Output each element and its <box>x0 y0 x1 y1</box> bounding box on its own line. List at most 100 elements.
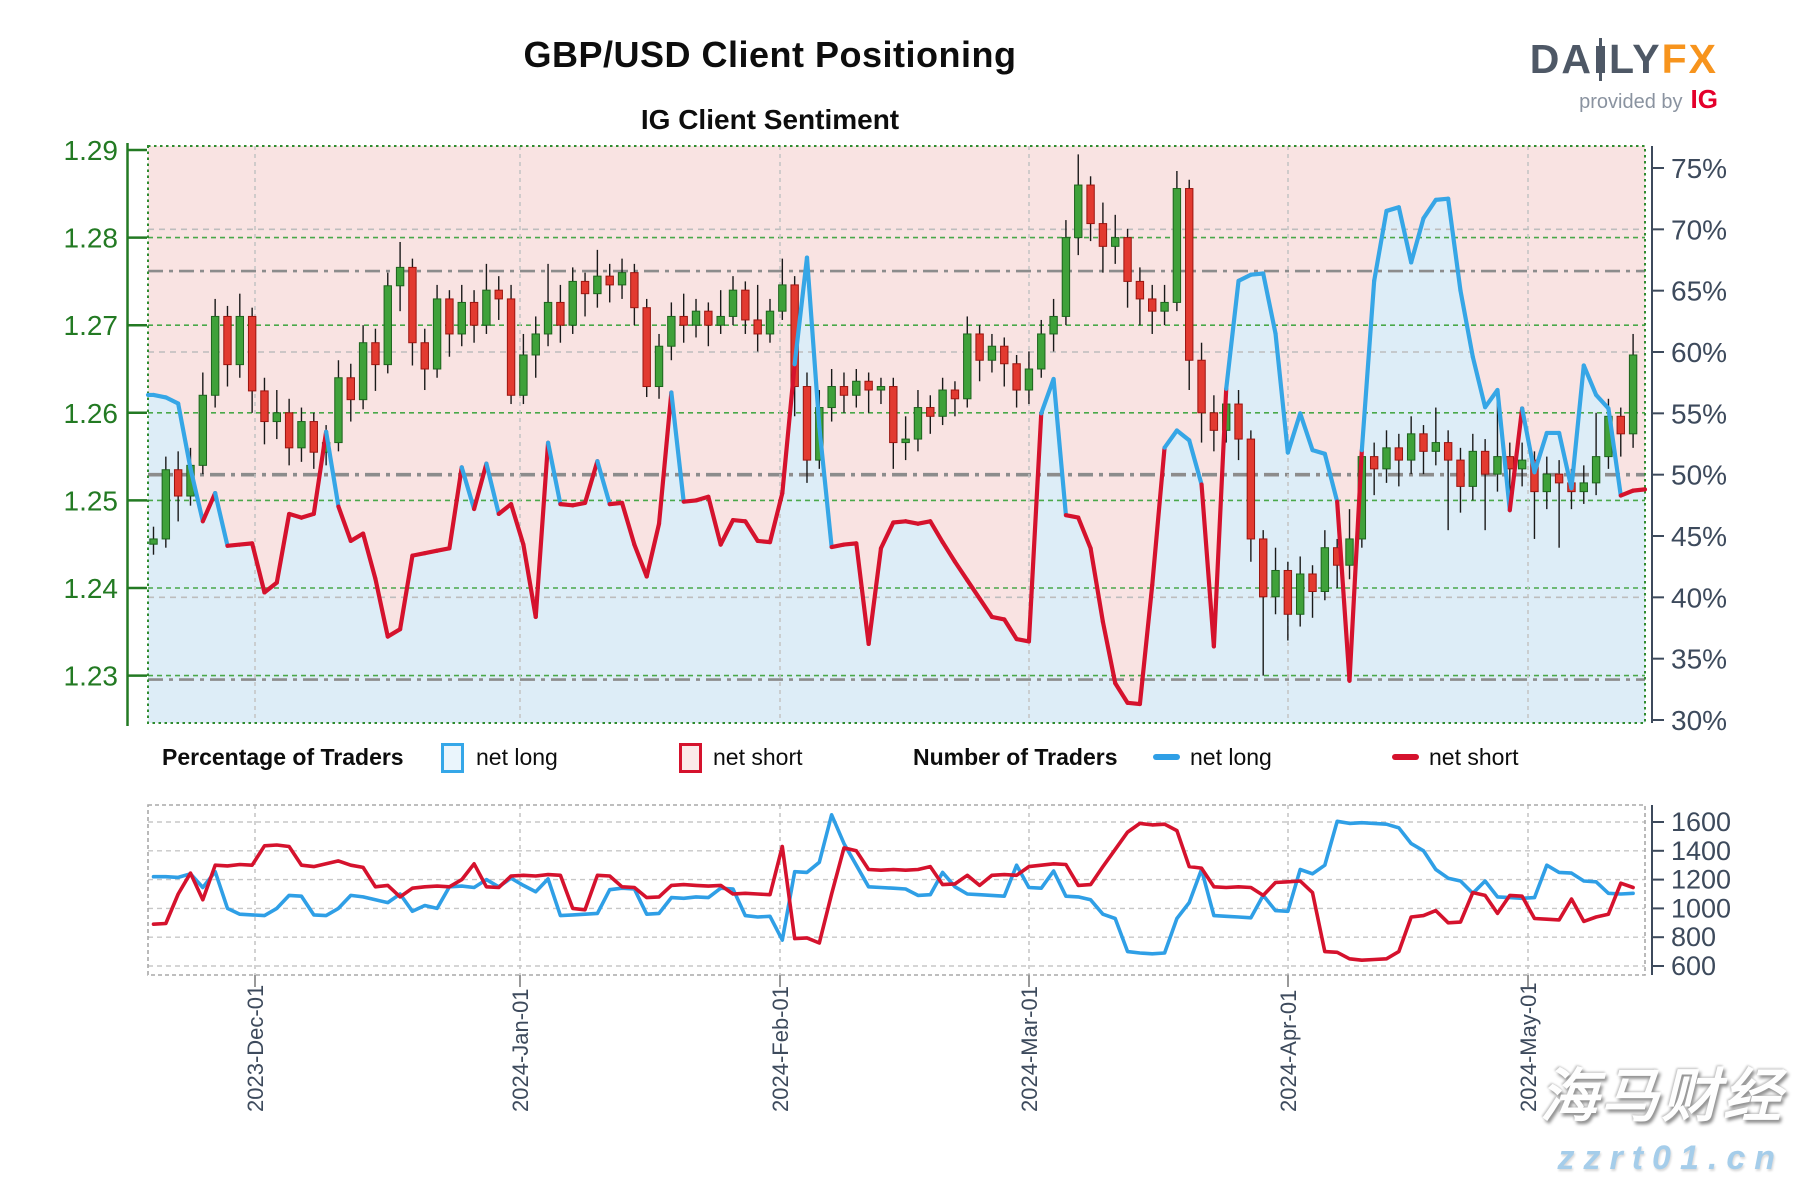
sentiment-segment <box>952 559 970 583</box>
candle-body <box>654 345 664 388</box>
candle-body <box>864 380 873 391</box>
candle-body <box>593 275 602 295</box>
sentiment-segment <box>1532 430 1549 475</box>
sentiment-segment <box>1569 363 1586 491</box>
candle-body <box>1308 573 1317 593</box>
candle-body <box>802 386 812 461</box>
sentiment-segment <box>1384 205 1401 214</box>
sentiment-segment <box>1458 288 1475 360</box>
traders-axis-label: 1400 <box>1671 836 1731 866</box>
candle-body <box>926 407 935 417</box>
sentiment-segment <box>1076 515 1093 551</box>
candle-body <box>1468 450 1478 487</box>
date-label: 2024-May-01 <box>1516 982 1541 1112</box>
candle-body <box>901 438 910 444</box>
candle-body <box>1493 456 1502 475</box>
candle-body <box>1037 333 1046 370</box>
candle-body <box>1209 412 1219 431</box>
legend-net-short-count-label: net short <box>1429 744 1519 770</box>
sentiment-segment <box>854 541 871 647</box>
price-axis-label: 1.23 <box>64 661 119 692</box>
sentiment-segment <box>1618 488 1636 498</box>
candle-body <box>432 298 442 370</box>
sentiment-segment <box>1606 406 1623 498</box>
sentiment-segment <box>373 576 390 639</box>
sentiment-segment <box>743 519 760 544</box>
sentiment-segment <box>632 542 649 579</box>
candle-body <box>963 333 972 400</box>
candle-body <box>457 301 466 335</box>
candle-body <box>667 315 676 347</box>
traders-axis-label: 1600 <box>1671 807 1731 837</box>
legend-net-short-line-icon <box>1392 754 1419 760</box>
candle-body <box>716 315 725 326</box>
watermark: 海马财经 zzrt01.cn <box>1540 1049 1784 1178</box>
date-label: 2024-Apr-01 <box>1276 990 1301 1112</box>
candle-body <box>1197 359 1206 414</box>
candle-body <box>753 319 762 335</box>
candle-body <box>765 310 775 335</box>
sentiment-segment <box>1359 278 1377 453</box>
traders-axis-label: 800 <box>1671 922 1716 952</box>
sentiment-segment <box>361 531 378 582</box>
percent-axis-label: 65% <box>1671 276 1727 307</box>
percent-axis-label: 45% <box>1671 521 1727 552</box>
candle-body <box>1382 447 1391 470</box>
date-label: 2024-Feb-01 <box>768 986 793 1112</box>
sentiment-segment <box>977 596 995 620</box>
sentiment-segment <box>780 362 797 496</box>
candle-body <box>1480 450 1490 475</box>
candle-body <box>173 469 183 497</box>
traders-panel-border <box>147 804 1646 976</box>
candle-body <box>1185 188 1194 361</box>
sentiment-segment <box>940 540 958 564</box>
sentiment-segment <box>965 578 982 601</box>
candle-body <box>149 538 158 545</box>
sentiment-segment <box>521 542 538 620</box>
sentiment-segment <box>1507 406 1525 513</box>
candle-body <box>1517 459 1527 470</box>
candle-body <box>1283 569 1293 615</box>
candle-body <box>543 301 553 335</box>
candle-body <box>272 412 282 423</box>
sentiment-segment <box>1261 271 1278 336</box>
sentiment-segment <box>262 580 279 595</box>
candle-body <box>1616 415 1625 435</box>
candle-body <box>161 469 171 540</box>
candle-body <box>1148 298 1157 312</box>
percent-axis-label: 70% <box>1671 214 1727 245</box>
sentiment-segment <box>817 424 834 550</box>
percent-axis-label: 50% <box>1671 460 1727 491</box>
candle-body <box>938 389 947 417</box>
sentiment-segment <box>1335 499 1352 683</box>
sentiment-segment <box>1396 205 1414 265</box>
watermark-name: 海马财经 <box>1539 1064 1784 1129</box>
legend-net-short-label: net short <box>713 744 803 770</box>
traders-net-short-line <box>151 821 1635 962</box>
candle-body <box>987 345 997 361</box>
candle-body <box>741 289 750 321</box>
candle-body <box>642 307 651 388</box>
candle-body <box>876 386 886 391</box>
candle-body <box>617 272 627 286</box>
sentiment-segment <box>459 465 477 512</box>
candle-body <box>420 342 429 370</box>
candles-layer <box>149 154 1638 676</box>
sentiment-segment <box>545 440 563 507</box>
sentiment-segment <box>1137 582 1155 707</box>
candle-body <box>728 289 738 317</box>
candle-body <box>235 315 245 366</box>
sentiment-segment <box>1150 445 1167 588</box>
candle-body <box>605 275 614 286</box>
price-axis-label: 1.27 <box>64 310 119 341</box>
sentiment-segment <box>533 440 551 620</box>
candle-body <box>1271 569 1280 598</box>
sentiment-segment <box>398 553 415 632</box>
sentiment-segment <box>767 490 785 545</box>
candle-body <box>1259 538 1268 598</box>
main-plot-border <box>147 145 1646 724</box>
sentiment-segment <box>619 500 637 547</box>
candle-body <box>913 407 923 440</box>
percent-axis: 75% 70% 65% 60% 55% 50% 45% 40% 35% 30% <box>1651 146 1727 736</box>
